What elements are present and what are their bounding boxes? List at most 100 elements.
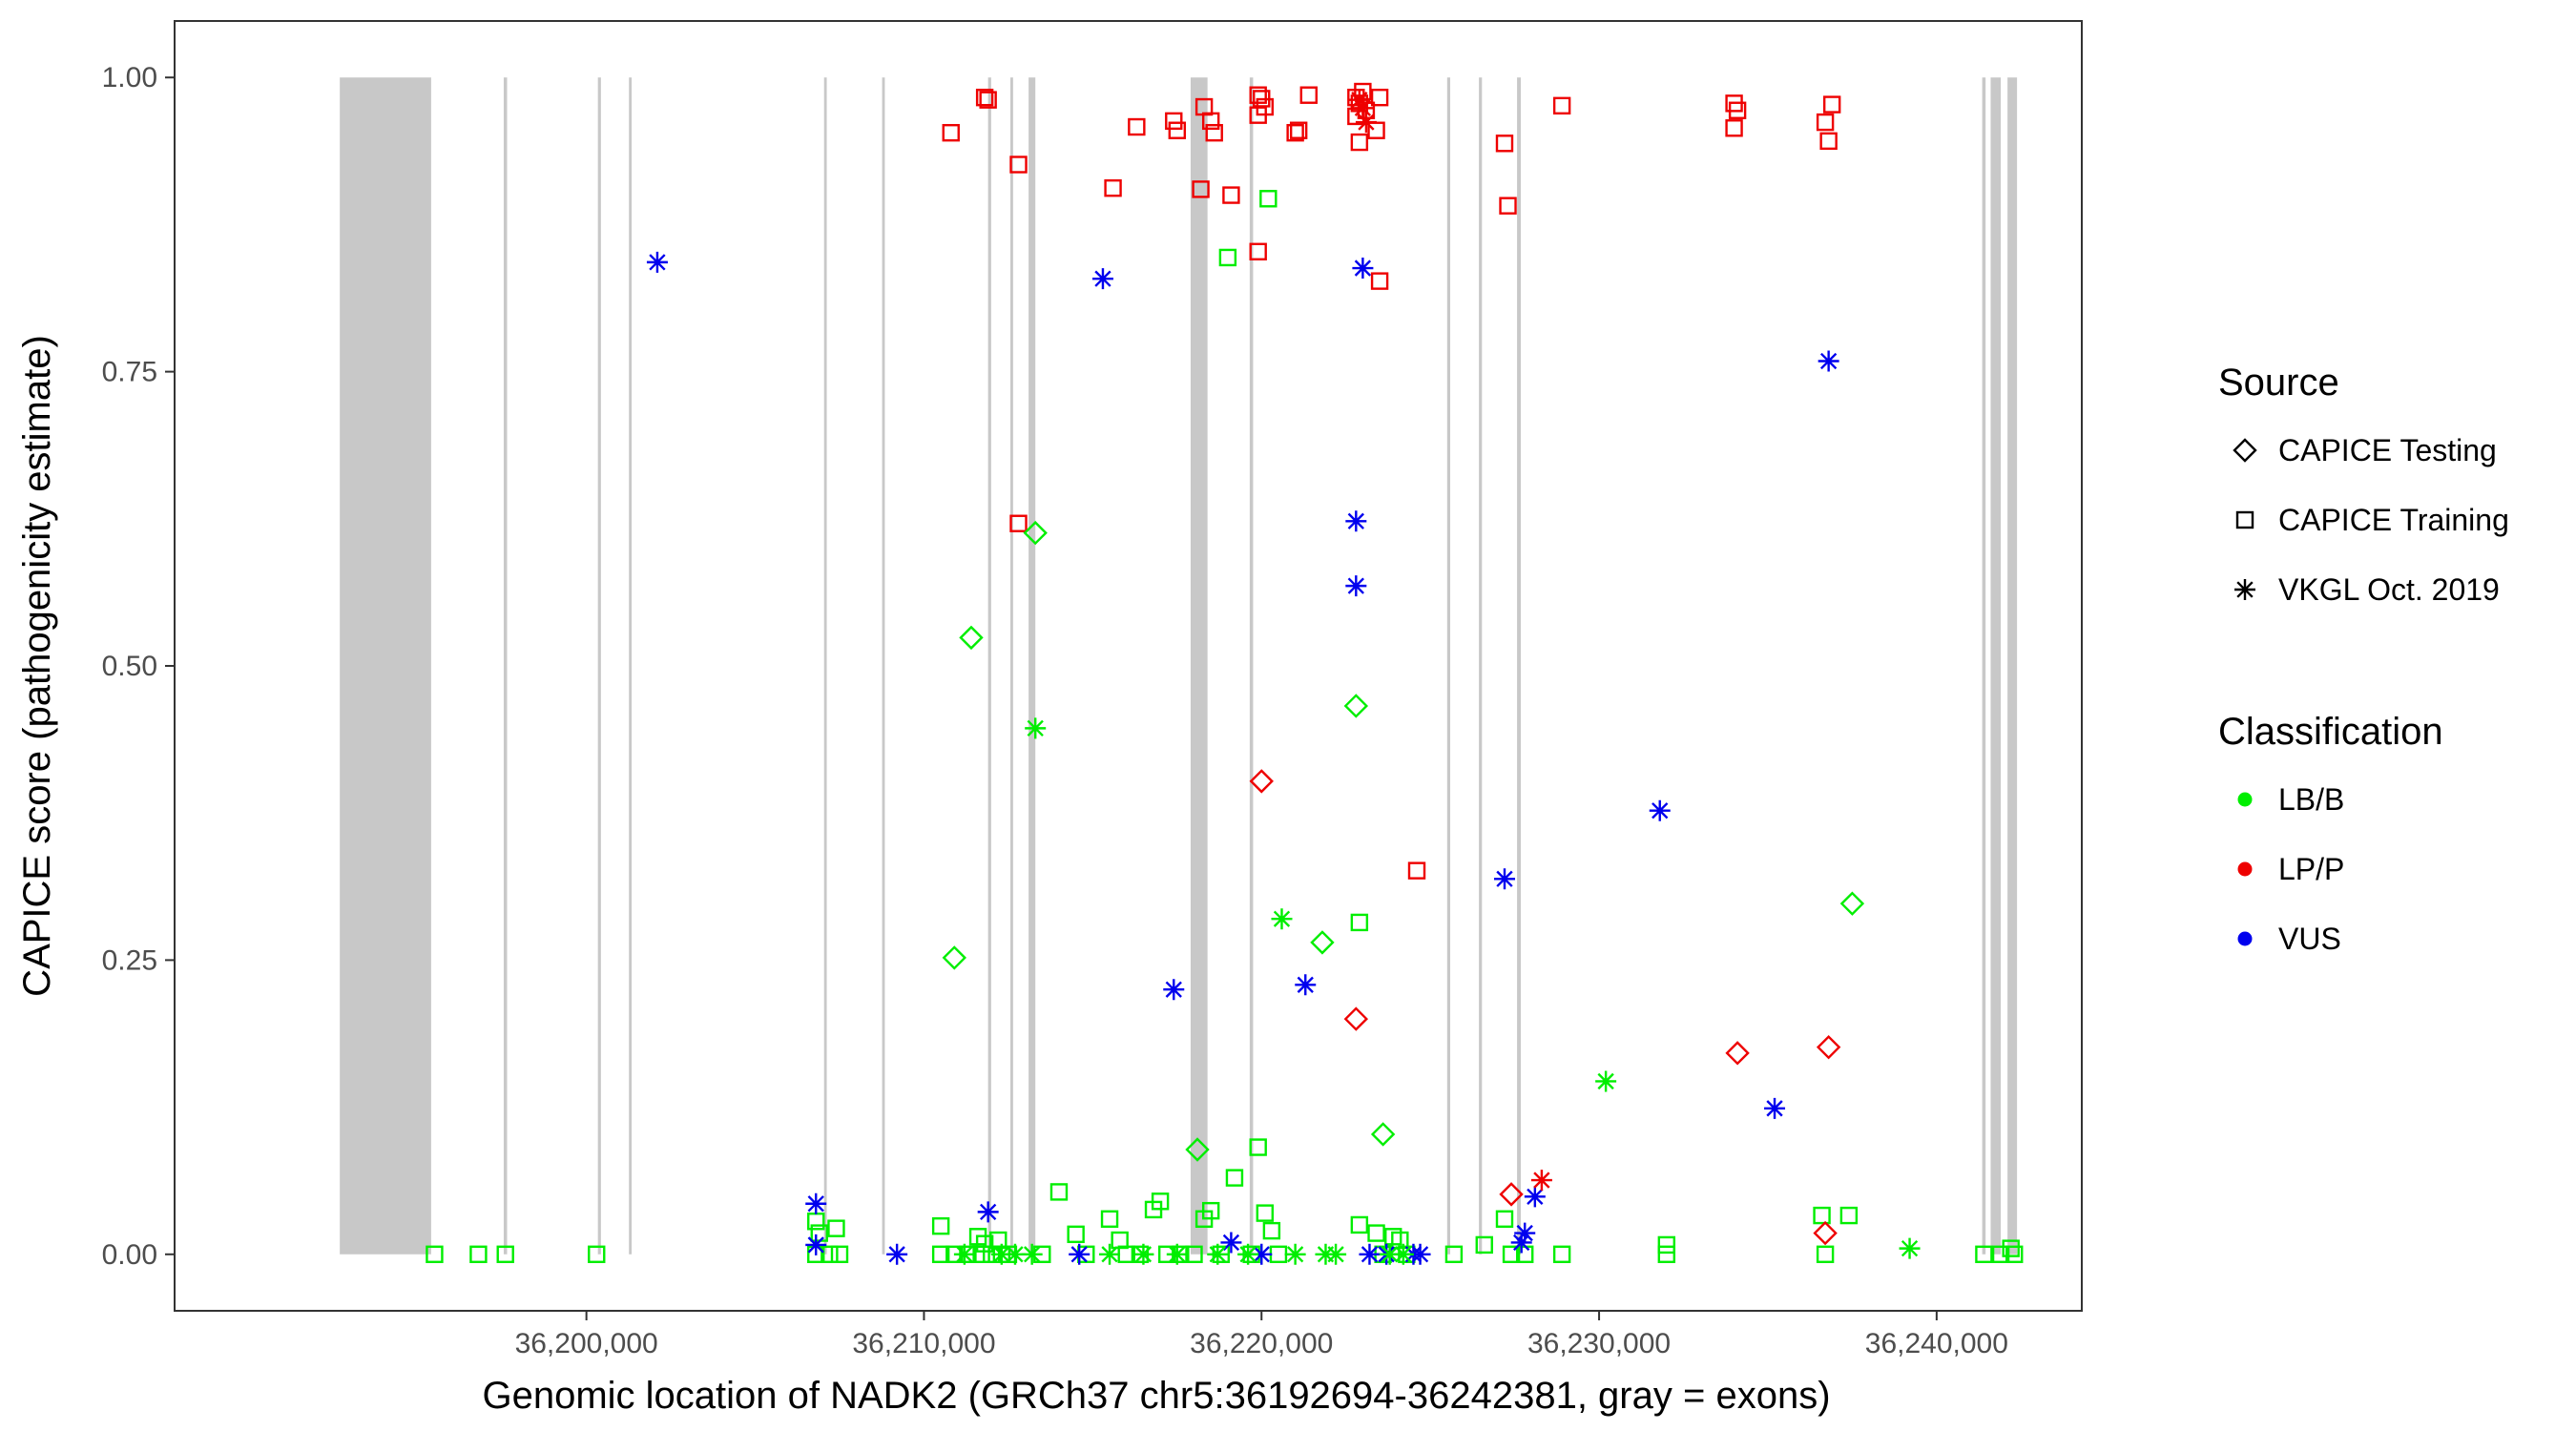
point-capice-training-lp-p-2 xyxy=(975,88,994,107)
legend: Source CAPICE Testing CAPICE Training VK… xyxy=(2218,362,2509,956)
point-capice-testing-lb-b-5 xyxy=(1310,930,1335,955)
point-vkgl-oct-2019-lb-b-8 xyxy=(1021,1243,1043,1265)
point-vkgl-oct-2019-vus-20 xyxy=(1220,1232,1242,1254)
exon-band-7 xyxy=(987,77,991,1255)
point-capice-training-lb-b-67 xyxy=(2005,1245,2024,1263)
exon-band-2 xyxy=(503,77,508,1255)
exon-band-14 xyxy=(1517,77,1521,1255)
point-capice-training-lb-b-40 xyxy=(1259,190,1278,208)
point-capice-training-lb-b-26 xyxy=(1100,1210,1119,1228)
point-capice-testing-lp-p-2 xyxy=(1343,1006,1369,1031)
exon-band-15 xyxy=(1982,77,1986,1255)
point-capice-training-lb-b-47 xyxy=(1350,1215,1369,1234)
point-capice-training-lb-b-44 xyxy=(1262,1221,1281,1240)
point-vkgl-oct-2019-vus-3 xyxy=(1352,258,1374,280)
point-capice-training-lp-p-31 xyxy=(1009,514,1028,532)
point-vkgl-oct-2019-lp-p-4 xyxy=(1530,1170,1552,1192)
point-capice-training-lb-b-54 xyxy=(1475,1235,1493,1255)
point-vkgl-oct-2019-lb-b-3 xyxy=(1595,1070,1617,1092)
x-tick-label-3: 36,220,000 xyxy=(1190,1328,1333,1359)
point-capice-training-lb-b-2 xyxy=(469,1245,488,1263)
point-capice-training-lp-p-39 xyxy=(1816,113,1835,132)
point-vkgl-oct-2019-lb-b-6 xyxy=(990,1243,1012,1265)
point-capice-training-lb-b-58 xyxy=(1552,1245,1571,1263)
legend-key-vkgl-oct-2019 xyxy=(2234,579,2255,600)
point-capice-testing-lp-p-5 xyxy=(1816,1034,1841,1060)
point-capice-training-lb-b-65 xyxy=(1991,1245,2010,1263)
point-vkgl-oct-2019-lb-b-4 xyxy=(1899,1237,1921,1259)
point-capice-training-lp-p-6 xyxy=(1128,117,1146,136)
y-tick-label-4: 0.75 xyxy=(102,357,157,388)
point-vkgl-oct-2019-vus-21 xyxy=(1251,1243,1273,1265)
point-capice-training-lp-p-8 xyxy=(1168,121,1187,139)
exon-band-13 xyxy=(1479,77,1483,1255)
point-vkgl-oct-2019-vus-19 xyxy=(1069,1243,1091,1265)
legend-label-vkgl: VKGL Oct. 2019 xyxy=(2278,572,2500,607)
point-capice-training-lb-b-66 xyxy=(2002,1239,2020,1257)
exon-band-10 xyxy=(1190,77,1208,1255)
point-capice-training-lb-b-60 xyxy=(1657,1245,1676,1263)
point-capice-training-lp-p-34 xyxy=(1499,197,1517,215)
legend-title-source: Source xyxy=(2218,362,2339,404)
x-tick-label-5: 36,240,000 xyxy=(1865,1328,2008,1359)
point-vkgl-oct-2019-lb-b-10 xyxy=(1132,1243,1154,1265)
exon-bands xyxy=(340,77,2018,1255)
point-capice-training-lb-b-43 xyxy=(1256,1204,1274,1222)
point-capice-testing-lp-p-6 xyxy=(1813,1220,1838,1246)
point-capice-training-lb-b-59 xyxy=(1657,1235,1676,1255)
y-tick-label-5: 1.00 xyxy=(102,62,157,93)
point-vkgl-oct-2019-vus-9 xyxy=(1649,799,1671,821)
point-capice-training-lb-b-61 xyxy=(1813,1206,1831,1225)
point-capice-training-lp-p-13 xyxy=(1222,186,1240,204)
point-vkgl-oct-2019-vus-11 xyxy=(1764,1097,1786,1119)
point-capice-training-lb-b-36 xyxy=(1201,1201,1220,1220)
point-capice-training-lp-p-3 xyxy=(979,91,997,109)
legend-title-classification: Classification xyxy=(2218,711,2443,753)
point-vkgl-oct-2019-lb-b-11 xyxy=(1166,1243,1188,1265)
point-capice-training-lb-b-3 xyxy=(496,1245,514,1263)
point-vkgl-oct-2019-lb-b-2 xyxy=(1271,908,1293,930)
point-capice-training-lb-b-1 xyxy=(426,1245,444,1263)
point-vkgl-oct-2019-lb-b-1 xyxy=(1025,717,1047,739)
point-capice-training-lb-b-42 xyxy=(1249,1138,1267,1156)
point-vkgl-oct-2019-lb-b-5 xyxy=(953,1243,975,1265)
point-capice-training-lb-b-64 xyxy=(1975,1245,1993,1263)
point-vkgl-oct-2019-vus-12 xyxy=(1524,1186,1546,1208)
legend-class-keys xyxy=(2237,792,2253,946)
point-capice-training-lb-b-56 xyxy=(1502,1245,1521,1263)
point-capice-training-lb-b-39 xyxy=(1218,248,1237,267)
point-vkgl-oct-2019-lb-b-18 xyxy=(1392,1243,1414,1265)
x-tick-label-1: 36,200,000 xyxy=(515,1328,658,1359)
point-capice-training-lb-b-24 xyxy=(1067,1225,1085,1244)
x-axis-label: Genomic location of NADK2 (GRCh37 chr5:3… xyxy=(482,1375,1830,1417)
exon-band-5 xyxy=(823,77,827,1255)
point-vkgl-oct-2019-vus-25 xyxy=(1409,1243,1431,1265)
x-tick-label-2: 36,210,000 xyxy=(852,1328,995,1359)
axes: 0.00 0.25 0.50 0.75 1.00 36,200,000 36,210,000… xyxy=(102,62,2008,1359)
y-axis-label: CAPICE score (pathogenicity estimate) xyxy=(16,335,58,997)
legend-key-lb-b xyxy=(2237,792,2253,807)
point-vkgl-oct-2019-vus-22 xyxy=(1359,1243,1381,1265)
point-vkgl-oct-2019-lb-b-9 xyxy=(1099,1243,1121,1265)
point-vkgl-oct-2019-lp-p-2 xyxy=(1352,97,1374,119)
legend-source-keys xyxy=(2233,438,2257,600)
point-vkgl-oct-2019-lb-b-13 xyxy=(1237,1243,1259,1265)
point-vkgl-oct-2019-vus-17 xyxy=(886,1243,908,1265)
point-capice-training-lb-b-53 xyxy=(1444,1245,1464,1263)
point-capice-training-lp-p-29 xyxy=(1249,242,1267,260)
point-capice-training-lp-p-19 xyxy=(1289,121,1308,139)
legend-key-capice-training xyxy=(2235,510,2254,529)
legend-key-lp-p xyxy=(2237,861,2253,877)
point-capice-training-lb-b-55 xyxy=(1495,1210,1514,1228)
exon-band-3 xyxy=(597,77,601,1255)
point-capice-training-lb-b-46 xyxy=(1350,913,1369,932)
point-capice-testing-lb-b-8 xyxy=(1839,891,1865,916)
point-capice-training-lp-p-11 xyxy=(1205,123,1223,142)
point-capice-training-lp-p-5 xyxy=(1104,178,1122,197)
point-vkgl-oct-2019-vus-1 xyxy=(646,251,668,273)
point-vkgl-oct-2019-vus-14 xyxy=(1510,1232,1532,1254)
point-capice-training-lp-p-4 xyxy=(1009,156,1028,174)
point-capice-testing-lb-b-1 xyxy=(1023,520,1048,546)
point-vkgl-oct-2019-lb-b-17 xyxy=(1379,1243,1401,1265)
